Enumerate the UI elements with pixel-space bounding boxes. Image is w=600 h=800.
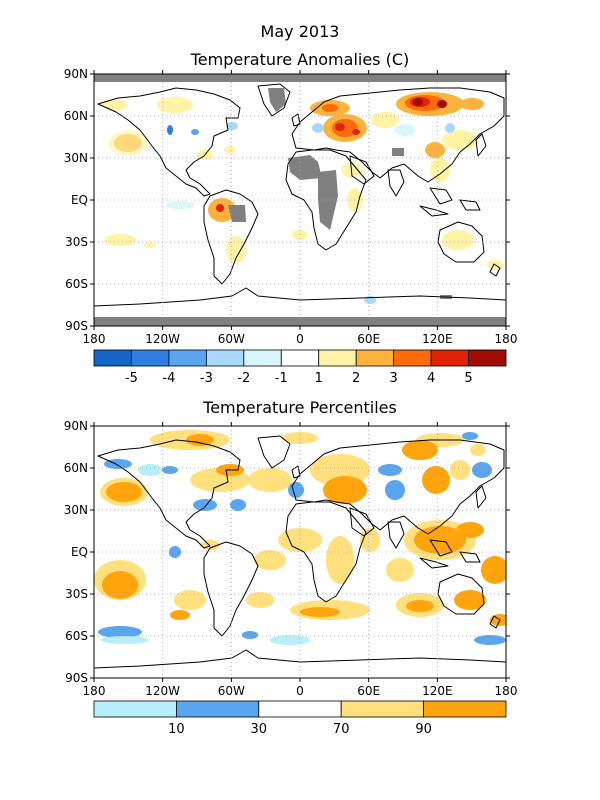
lon-tick-label: 120E [422,684,453,698]
anomaly-map [94,74,506,326]
colorbar-swatch [93,700,177,718]
lon-tick-label: 60E [357,684,380,698]
colorbar-swatch [355,349,395,367]
percentile-panel-title: Temperature Percentiles [202,398,397,417]
colorbar-swatch [131,349,170,367]
lat-tick-label: 90S [65,671,88,685]
colorbar-swatch [468,349,507,367]
axis-ticks [90,422,510,682]
colorbar-label: 10 [168,722,185,737]
colorbar-label: -3 [200,371,213,386]
lon-tick-label: 60W [218,684,245,698]
lat-tick-label: 60S [65,629,88,643]
colorbar-label: 3 [389,371,397,386]
colorbar-swatch [258,700,342,718]
lat-labels: 90N 60N 30N EQ 30S 60S 90S [64,67,88,333]
lat-tick-label: 60N [64,461,88,475]
lon-tick-label: 0 [296,332,304,346]
colorbar-swatch [280,349,320,367]
colorbar-label: 5 [464,371,472,386]
lon-labels: 180 120W 60W 0 60E 120E 180 [83,332,518,346]
colorbar-swatch [340,700,425,718]
lon-labels: 180 120W 60W 0 60E 120E 180 [83,684,518,698]
colorbar-label: -2 [237,371,250,386]
lat-tick-label: 90N [64,67,88,81]
lon-tick-label: 60W [218,332,245,346]
percentile-shading [94,430,506,645]
colorbar-label: 1 [315,371,323,386]
lat-labels: 90N 60N 30N EQ 30S 60S 90S [64,419,88,685]
lat-tick-label: EQ [71,545,88,559]
gridlines [94,426,506,678]
anomaly-colorbar: -5 -4 -3 -2 -1 1 2 3 4 5 [93,349,507,386]
lon-tick-label: 180 [495,684,518,698]
percentile-colorbar: 10 30 70 90 [93,700,507,737]
colorbar-label: 30 [251,722,268,737]
lat-tick-label: 60S [65,277,88,291]
colorbar-swatch [175,700,260,718]
lat-tick-label: 30N [64,503,88,517]
anomaly-panel: Temperature Anomalies (C) [64,50,518,386]
colorbar-label: -4 [162,371,175,386]
lat-tick-label: 30S [65,235,88,249]
colorbar-swatch [205,349,245,367]
lon-tick-label: 60E [357,332,380,346]
lon-tick-label: 120E [422,332,453,346]
lat-tick-label: 30N [64,151,88,165]
colorbar-swatch [168,349,207,367]
colorbar-label: 2 [352,371,360,386]
lat-tick-label: 90S [65,319,88,333]
axis-ticks [90,70,510,330]
lon-tick-label: 180 [83,332,106,346]
lon-tick-label: 180 [495,332,518,346]
coastlines [94,83,506,307]
colorbar-swatch [423,700,507,718]
lat-tick-label: 30S [65,587,88,601]
colorbar-label: 4 [427,371,435,386]
colorbar-label: -1 [275,371,288,386]
gridlines [94,74,506,326]
lat-tick-label: 60N [64,109,88,123]
colorbar-swatch [393,349,432,367]
missing-band-south [94,317,506,326]
lon-tick-label: 120W [145,332,180,346]
lon-tick-label: 120W [145,684,180,698]
colorbar-swatch [93,349,132,367]
lat-tick-label: 90N [64,419,88,433]
lon-tick-label: 0 [296,684,304,698]
percentile-panel: Temperature Percentiles [64,398,518,737]
colorbar-label: -5 [125,371,138,386]
figure-title: May 2013 [261,22,340,41]
lon-tick-label: 180 [83,684,106,698]
colorbar-swatch [318,349,357,367]
colorbar-label: 70 [333,722,350,737]
colorbar-label: 90 [415,722,432,737]
coastlines [94,435,506,669]
colorbar-swatch [430,349,469,367]
lat-tick-label: EQ [71,193,88,207]
colorbar-swatch [243,349,282,367]
percentile-map [94,426,506,678]
anomaly-panel-title: Temperature Anomalies (C) [190,50,410,69]
